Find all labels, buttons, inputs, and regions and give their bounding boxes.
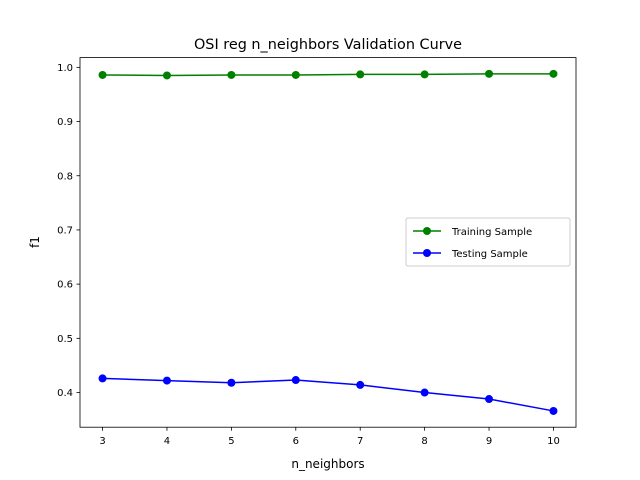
y-tick-label: 0.4: [57, 388, 73, 399]
legend-entry-testing-sample: Testing Sample: [413, 249, 528, 260]
plot-area: [79, 57, 577, 428]
y-axis-title: f1: [28, 236, 42, 248]
data-point-testing-sample: [485, 395, 494, 404]
data-point-testing-sample: [98, 374, 107, 383]
y-tick-label: 0.5: [57, 334, 73, 345]
series-layer: [98, 69, 558, 415]
data-point-testing-sample: [549, 406, 558, 415]
x-tick-label: 3: [99, 436, 105, 447]
y-tick-label: 0.7: [57, 226, 73, 237]
y-tick-label: 0.9: [57, 117, 73, 128]
series-line-testing-sample: [102, 377, 554, 412]
x-tick-label: 5: [228, 436, 234, 447]
series-line-training-sample: [102, 73, 554, 77]
data-point-training-sample: [162, 71, 171, 80]
series-training-sample: [98, 69, 558, 80]
data-point-testing-sample: [356, 380, 365, 389]
legend-entry-training-sample: Training Sample: [413, 227, 532, 238]
y-axis: 0.4 0.5 0.6 0.7 0.8 0.9 1.0: [57, 63, 80, 399]
x-tick-label: 8: [421, 436, 427, 447]
data-point-testing-sample: [420, 388, 429, 397]
data-point-training-sample: [98, 70, 107, 79]
legend-marker: [423, 249, 431, 257]
data-point-training-sample: [356, 70, 365, 79]
x-tick-label: 7: [357, 436, 363, 447]
x-tick-label: 9: [486, 436, 492, 447]
y-tick-label: 1.0: [57, 63, 73, 74]
data-point-training-sample: [291, 70, 300, 79]
data-point-testing-sample: [227, 378, 236, 387]
x-axis: 3 4 5 6 7 8 9 10: [99, 427, 560, 447]
y-tick-label: 0.6: [57, 280, 73, 291]
x-tick-label: 4: [164, 436, 170, 447]
y-tick-label: 0.8: [57, 171, 73, 182]
legend: Training Sample Testing Sample: [405, 217, 571, 267]
legend-box: [405, 217, 571, 267]
data-point-testing-sample: [162, 376, 171, 385]
legend-marker: [423, 227, 431, 235]
series-testing-sample: [98, 374, 558, 415]
data-point-testing-sample: [291, 376, 300, 385]
chart-title: OSI reg n_neighbors Validation Curve: [194, 37, 462, 53]
legend-label: Training Sample: [451, 227, 532, 238]
data-point-training-sample: [227, 70, 236, 79]
axes-frame: [79, 57, 577, 428]
data-point-training-sample: [420, 70, 429, 79]
data-point-training-sample: [549, 69, 558, 78]
x-tick-label: 10: [547, 436, 560, 447]
legend-label: Testing Sample: [451, 249, 528, 260]
data-point-training-sample: [485, 69, 494, 78]
x-axis-title: n_neighbors: [291, 457, 364, 471]
x-tick-label: 6: [293, 436, 299, 447]
